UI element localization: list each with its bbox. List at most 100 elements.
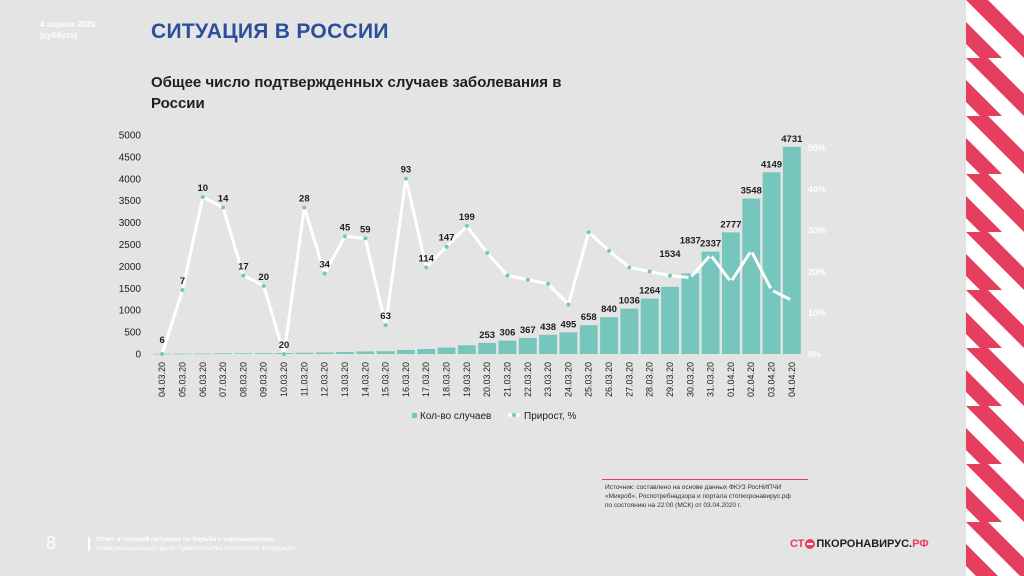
x-tick-label: 29.03.20 [665, 362, 675, 397]
x-tick-label: 07.03.20 [218, 362, 228, 397]
bar-data-label: 20 [258, 272, 269, 283]
growth-point [424, 265, 429, 270]
x-tick-label: 19.03.20 [462, 362, 472, 397]
y-right-tick-label: 20% [808, 267, 826, 277]
stop-sign-icon [805, 539, 816, 549]
bar-data-label: 1264 [639, 286, 661, 297]
growth-point [647, 269, 652, 274]
bar-cases [295, 352, 314, 354]
brand-logo-part-c: РФ [912, 538, 929, 550]
y-right-tick-label: 10% [808, 308, 826, 318]
bar-cases [742, 198, 761, 354]
bar-data-label: 199 [459, 212, 475, 223]
bar-cases [539, 334, 558, 354]
growth-point [383, 323, 388, 328]
source-line-3: по состоянию на 22:00 (МСК) от 03.04.202… [605, 502, 742, 509]
growth-point [261, 283, 266, 288]
growth-point [342, 234, 347, 239]
bar-cases [193, 353, 212, 355]
brand-logo-part-b: ПКОРОНАВИРУС. [816, 538, 913, 550]
x-tick-label: 17.03.20 [421, 362, 431, 397]
x-tick-label: 14.03.20 [360, 362, 370, 397]
bar-data-label: 367 [520, 325, 536, 336]
bar-cases [336, 352, 354, 354]
x-tick-label: 11.03.20 [299, 362, 309, 396]
bar-data-label: 63 [380, 311, 391, 322]
growth-point [586, 230, 591, 235]
bar-data-label: 1837 [680, 236, 701, 247]
bar-data-label: 114 [419, 253, 435, 264]
bar-data-label: 840 [601, 304, 617, 315]
bar-data-label: 59 [360, 224, 371, 235]
y-left-tick-label: 4000 [119, 174, 142, 185]
source-line-2: «Микроб», Роспотребнадзора и портала сто… [605, 493, 791, 500]
footer-report-title: Отчет о текущей ситуации по борьбе с кор… [96, 536, 276, 543]
bar-data-label: 495 [560, 319, 577, 330]
x-tick-label: 08.03.20 [238, 362, 248, 397]
bar-data-label: 4149 [761, 159, 782, 170]
y-right-tick-label: 40% [808, 184, 826, 194]
bar-data-label: 438 [540, 322, 556, 333]
x-tick-label: 23.03.20 [543, 362, 553, 397]
bar-data-label: 10 [197, 183, 208, 194]
y-left-tick-label: 1000 [119, 306, 142, 317]
growth-point [607, 248, 612, 253]
bar-cases [762, 172, 781, 354]
bar-cases [782, 146, 801, 354]
bar-cases [478, 342, 497, 354]
growth-point [546, 281, 551, 286]
y-left-tick-label: 2500 [119, 240, 142, 251]
bar-data-label: 253 [479, 330, 495, 341]
growth-point [464, 224, 469, 229]
bar-cases [254, 353, 273, 354]
brand-logo[interactable]: СТ ПКОРОНАВИРУС. РФ [790, 538, 929, 550]
footer-organization: Коммуникационный центр Правительства Рос… [96, 545, 296, 552]
bar-data-label: 28 [299, 193, 310, 204]
growth-point [627, 265, 632, 270]
chart-title: Общее число подтвержденных случаев забол… [151, 74, 562, 112]
growth-point [160, 352, 165, 356]
bar-cases [234, 353, 253, 354]
x-tick-label: 26.03.20 [604, 362, 614, 397]
x-tick-label: 25.03.20 [584, 362, 594, 397]
y-left-tick-label: 500 [124, 328, 141, 339]
legend-label-cases: Кол-во случаев [420, 411, 491, 422]
bar-cases [457, 345, 476, 354]
date-label: 4 апреля 2020 [40, 20, 96, 29]
growth-point [444, 244, 449, 249]
bar-cases [437, 347, 456, 354]
growth-line [160, 177, 793, 356]
growth-point [302, 205, 307, 210]
y-left-tick-label: 5000 [119, 131, 142, 142]
bar-cases [315, 352, 334, 354]
brand-logo-part-a: СТ [790, 538, 805, 550]
growth-point [403, 176, 408, 181]
bar-cases [417, 349, 436, 354]
bar-cases [356, 351, 375, 354]
legend-label-growth: Прирост, % [524, 411, 576, 422]
growth-point [525, 277, 530, 282]
growth-point [688, 275, 693, 280]
x-tick-label: 05.03.20 [177, 362, 187, 397]
bar-cases [173, 353, 192, 355]
bar-cases [214, 353, 233, 354]
decorative-stripe-band [966, 0, 1024, 576]
legend-swatch-cases [412, 413, 417, 418]
y-left-tick-label: 1500 [119, 284, 142, 295]
bar-data-label: 20 [279, 340, 290, 351]
x-tick-label: 27.03.20 [624, 362, 634, 397]
growth-point [221, 205, 226, 210]
y-left-tick-label: 2000 [119, 262, 142, 273]
bar-data-label: 34 [319, 260, 330, 271]
bar-data-label: 4731 [781, 134, 803, 145]
growth-point [282, 352, 287, 356]
bar-data-label: 7 [180, 276, 185, 287]
x-tick-label: 28.03.20 [645, 362, 655, 397]
growth-point [708, 252, 713, 257]
bar-data-label: 17 [238, 262, 249, 273]
y-left-tick-label: 3500 [119, 196, 142, 207]
bar-cases [681, 273, 700, 354]
bar-cases [396, 349, 415, 354]
x-tick-label: 24.03.20 [563, 362, 573, 397]
footer-divider [88, 537, 90, 551]
